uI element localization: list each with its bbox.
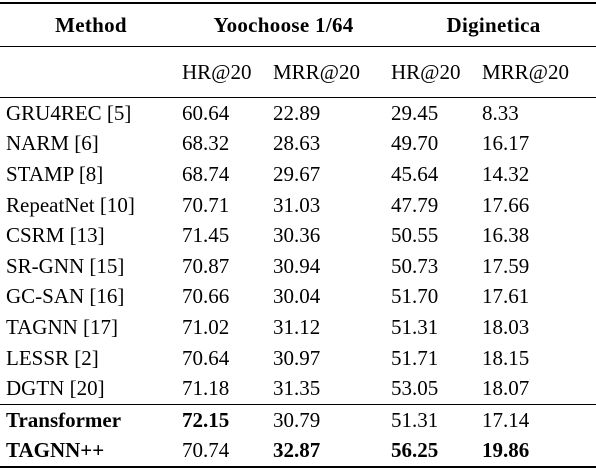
data-row: TAGNN++ 70.74 32.87 56.25 19.86 — [0, 435, 596, 469]
value-cell: 28.63 — [273, 131, 321, 156]
value-cell: 31.03 — [273, 192, 321, 217]
data-row: CSRM [13] 71.45 30.36 50.55 16.38 — [0, 220, 596, 251]
value-cell: 17.61 — [482, 284, 530, 309]
data-row: NARM [6] 68.32 28.63 49.70 16.17 — [0, 129, 596, 160]
value-cell: 31.35 — [273, 376, 321, 401]
data-row: LESSR [2] 70.64 30.97 51.71 18.15 — [0, 343, 596, 374]
value-cell: 30.97 — [273, 345, 321, 370]
subheader-cell: MRR@20 — [267, 46, 385, 98]
value-cell: 68.74 — [182, 161, 230, 186]
value-cell: 29.67 — [273, 161, 321, 186]
value-cell: 68.32 — [182, 131, 230, 156]
header-cell: Diginetica — [385, 2, 596, 47]
value-cell: 17.66 — [482, 192, 530, 217]
data-row: TAGNN [17] 71.02 31.12 51.31 18.03 — [0, 312, 596, 343]
method-cell: SR-GNN [15] — [6, 253, 125, 278]
value-cell: 51.31 — [385, 403, 476, 436]
value-cell: 51.70 — [391, 284, 439, 309]
value-cell: 29.45 — [385, 96, 476, 129]
data-row: GRU4REC [5] 60.64 22.89 29.45 8.33 — [0, 96, 596, 129]
header-cell: Method — [0, 2, 176, 47]
data-row: DGTN [20] 71.18 31.35 53.05 18.07 — [0, 373, 596, 404]
data-row: Transformer 72.15 30.79 51.31 17.14 — [0, 403, 596, 436]
method-cell: LESSR [2] — [6, 345, 99, 370]
value-cell: 47.79 — [391, 192, 439, 217]
value-cell: 14.32 — [482, 161, 530, 186]
value-cell: 19.86 — [476, 435, 596, 469]
value-cell: 30.36 — [273, 223, 321, 248]
header-row: Method Yoochoose 1/64 Diginetica — [0, 2, 596, 47]
value-cell: 72.15 — [176, 403, 267, 436]
subheader-cell: HR@20 — [176, 46, 267, 98]
value-cell: 17.59 — [482, 253, 530, 278]
value-cell: 51.31 — [391, 314, 439, 339]
method-cell: TAGNN++ — [0, 435, 176, 469]
value-cell: 8.33 — [476, 96, 596, 129]
value-cell: 16.38 — [482, 223, 530, 248]
header-cell: Yoochoose 1/64 — [176, 2, 385, 47]
method-cell: NARM [6] — [6, 131, 99, 156]
data-row: SR-GNN [15] 70.87 30.94 50.73 17.59 — [0, 251, 596, 282]
value-cell: 71.18 — [182, 376, 230, 401]
value-cell: 22.89 — [267, 96, 385, 129]
value-cell: 18.03 — [482, 314, 530, 339]
method-cell: Transformer — [0, 403, 176, 436]
subheader-cell: MRR@20 — [476, 46, 596, 98]
value-cell: 45.64 — [391, 161, 439, 186]
value-cell: 18.15 — [482, 345, 530, 370]
value-cell: 31.12 — [273, 314, 321, 339]
value-cell: 17.14 — [476, 403, 596, 436]
method-cell: DGTN [20] — [6, 376, 105, 401]
data-row: RepeatNet [10] 70.71 31.03 47.79 17.66 — [0, 190, 596, 221]
value-cell: 49.70 — [391, 131, 439, 156]
value-cell: 70.71 — [182, 192, 230, 217]
value-cell: 30.04 — [273, 284, 321, 309]
value-cell: 32.87 — [267, 435, 385, 469]
value-cell: 56.25 — [385, 435, 476, 469]
data-row: GC-SAN [16] 70.66 30.04 51.70 17.61 — [0, 282, 596, 313]
value-cell: 70.74 — [176, 435, 267, 469]
subheader-cell: HR@20 — [385, 46, 476, 98]
value-cell: 70.64 — [182, 345, 230, 370]
method-cell: RepeatNet [10] — [6, 192, 135, 217]
empty-cell — [0, 46, 176, 98]
method-cell: GC-SAN [16] — [6, 284, 125, 309]
value-cell: 30.94 — [273, 253, 321, 278]
value-cell: 70.87 — [182, 253, 230, 278]
subheader-row: HR@20 MRR@20 HR@20 MRR@20 — [0, 46, 596, 98]
method-cell: STAMP [8] — [6, 161, 104, 186]
value-cell: 30.79 — [267, 403, 385, 436]
value-cell: 53.05 — [391, 376, 439, 401]
data-row: STAMP [8] 68.74 29.67 45.64 14.32 — [0, 159, 596, 190]
value-cell: 18.07 — [482, 376, 530, 401]
method-cell: GRU4REC [5] — [0, 96, 176, 129]
value-cell: 50.73 — [391, 253, 439, 278]
value-cell: 16.17 — [482, 131, 530, 156]
method-cell: CSRM [13] — [6, 223, 105, 248]
method-cell: TAGNN [17] — [6, 314, 119, 339]
value-cell: 51.71 — [391, 345, 439, 370]
value-cell: 50.55 — [391, 223, 439, 248]
value-cell: 71.45 — [182, 223, 230, 248]
value-cell: 60.64 — [176, 96, 267, 129]
value-cell: 70.66 — [182, 284, 230, 309]
value-cell: 71.02 — [182, 314, 230, 339]
